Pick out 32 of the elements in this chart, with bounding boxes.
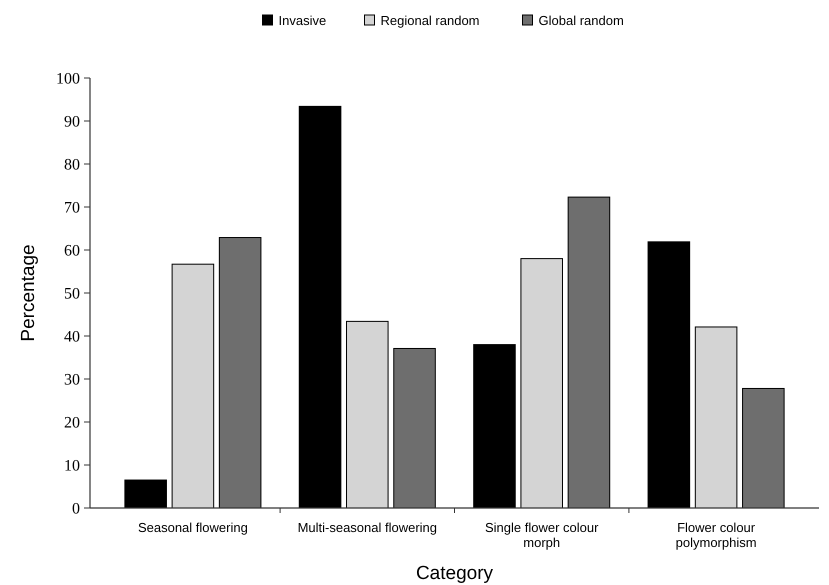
y-axis-title: Percentage [18, 244, 39, 342]
x-tick-label: Multi-seasonal flowering [298, 520, 438, 535]
bar [346, 320, 389, 508]
bar [172, 264, 214, 508]
y-tick-label: 0 [72, 500, 80, 518]
y-tick-label: 60 [64, 242, 80, 260]
bar [520, 258, 563, 508]
y-tick-label: 50 [64, 286, 80, 303]
y-tick-label: 100 [56, 70, 80, 88]
legend-label: Regional random [380, 13, 480, 28]
y-tick-label: 10 [64, 458, 80, 475]
bar [473, 344, 516, 508]
bar [648, 241, 690, 508]
bar [124, 480, 167, 508]
x-tick-label: Seasonal flowering [138, 520, 248, 535]
bar [393, 348, 436, 508]
bar [694, 326, 738, 508]
bar [742, 388, 785, 508]
y-tick-label: 90 [64, 114, 80, 131]
y-tick-label: 30 [64, 372, 80, 389]
legend-label: Global random [538, 13, 624, 28]
x-tick-label: Flower colour polymorphism [676, 520, 757, 550]
bar [218, 237, 262, 508]
legend-label: Invasive [278, 13, 326, 28]
x-tick-label: Single flower colour morph [484, 520, 600, 550]
y-tick-label: 20 [64, 414, 80, 432]
y-tick-label: 40 [64, 328, 80, 346]
y-tick-label: 70 [64, 200, 80, 217]
y-tick-label: 80 [64, 156, 80, 174]
x-axis-title: Category [416, 563, 494, 584]
bar [298, 106, 342, 508]
bar [568, 196, 610, 508]
